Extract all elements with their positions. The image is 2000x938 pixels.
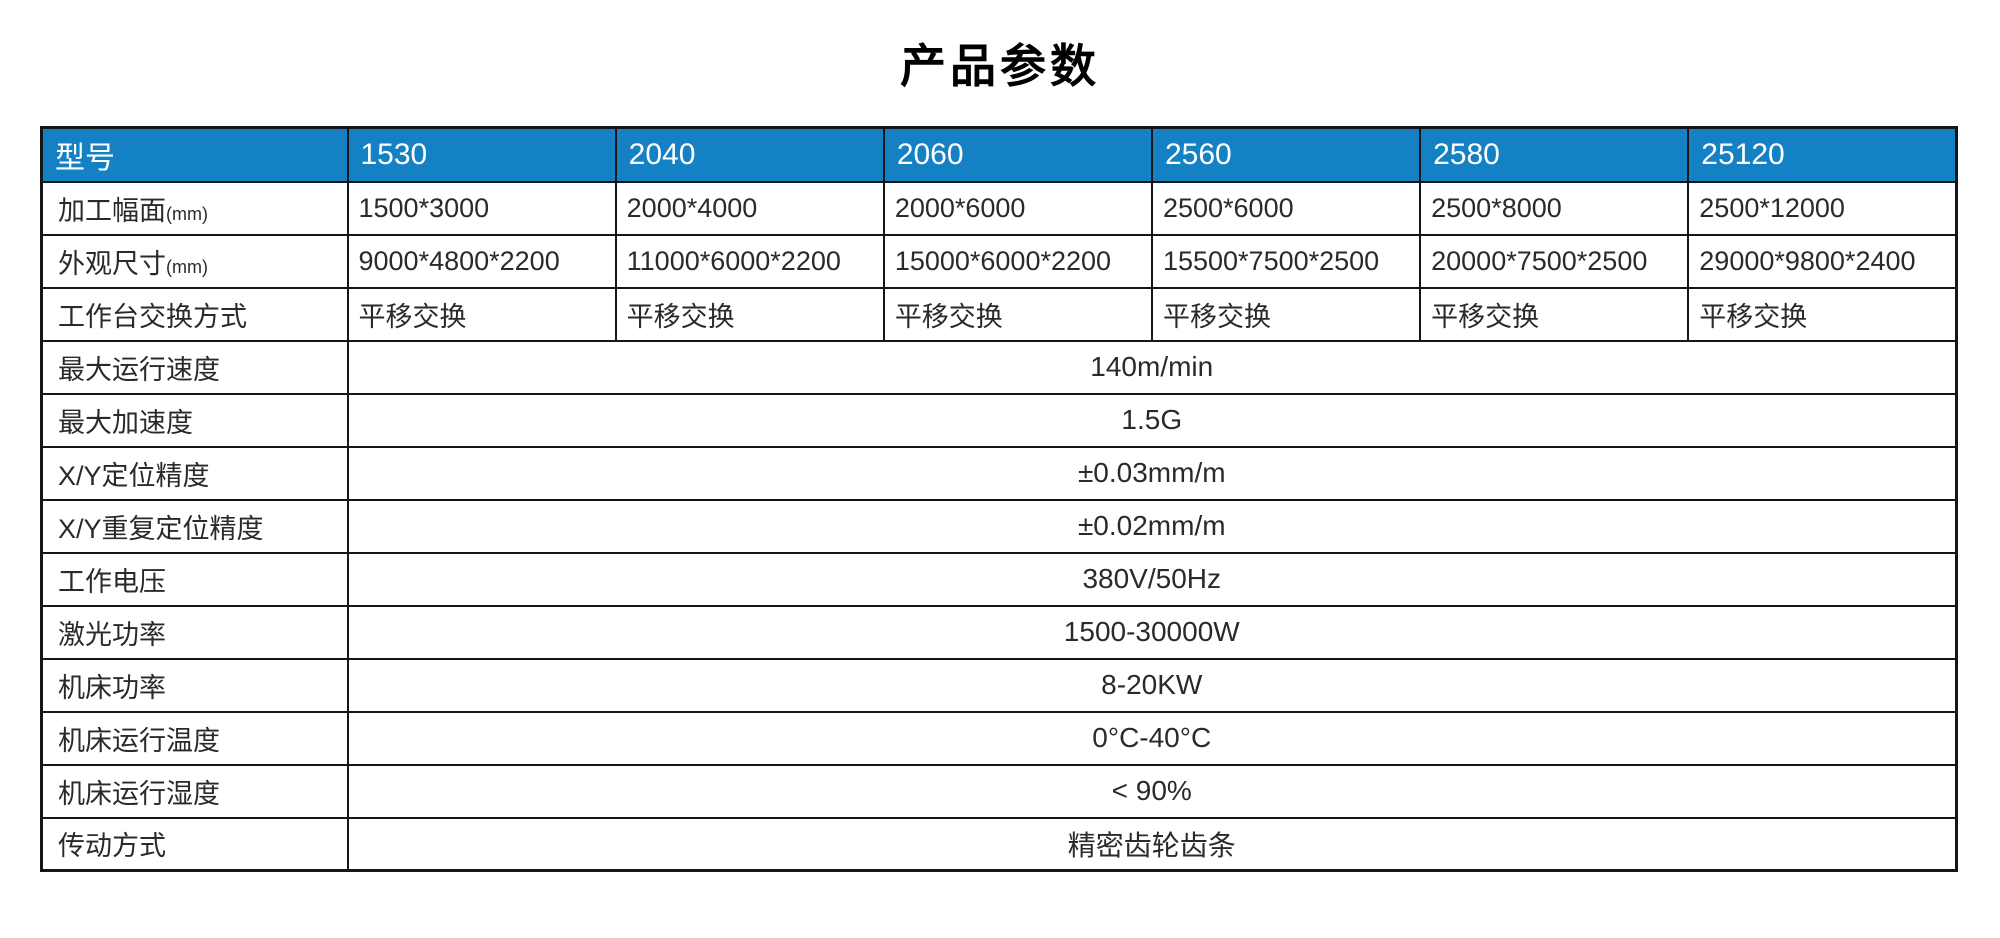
row-label-cell: 工作台交换方式 <box>40 286 349 342</box>
header-cell-model: 2040 <box>614 126 885 183</box>
page-title: 产品参数 <box>900 40 1100 92</box>
table-row-machine-power: 机床功率 8-20KW <box>40 657 1958 713</box>
row-label: 最大运行速度 <box>58 354 220 385</box>
value-cell: 平移交换 <box>882 286 1153 342</box>
row-label-cell: 最大运行速度 <box>40 339 349 395</box>
table-row-working-area: 加工幅面(mm) 1500*3000 2000*4000 2000*6000 2… <box>40 180 1958 236</box>
merged-value-cell: 140m/min <box>346 339 1958 395</box>
merged-value-cell: ±0.03mm/m <box>346 445 1958 501</box>
value-cell: 2500*8000 <box>1419 180 1690 236</box>
merged-value-cell: 精密齿轮齿条 <box>346 816 1958 872</box>
row-label-unit: (mm) <box>166 256 208 277</box>
row-label-cell: 加工幅面(mm) <box>40 180 349 236</box>
table-row-table-exchange: 工作台交换方式 平移交换 平移交换 平移交换 平移交换 平移交换 平移交换 <box>40 286 1958 342</box>
table-row-operating-temperature: 机床运行温度 0°C-40°C <box>40 710 1958 766</box>
merged-value-cell: 0°C-40°C <box>346 710 1958 766</box>
row-label-cell: 机床运行温度 <box>40 710 349 766</box>
row-label: 机床功率 <box>58 672 166 703</box>
table-row-working-voltage: 工作电压 380V/50Hz <box>40 551 1958 607</box>
table-row-overall-dimensions: 外观尺寸(mm) 9000*4800*2200 11000*6000*2200 … <box>40 233 1958 289</box>
product-spec-table: 型号 1530 2040 2060 2560 2580 25120 加工幅面(m… <box>40 126 1958 872</box>
row-label-cell: 传动方式 <box>40 816 349 872</box>
table-row-transmission-mode: 传动方式 精密齿轮齿条 <box>40 816 1958 872</box>
merged-value-cell: ±0.02mm/m <box>346 498 1958 554</box>
row-label: X/Y重复定位精度 <box>58 513 264 544</box>
row-label-cell: 工作电压 <box>40 551 349 607</box>
value-cell: 11000*6000*2200 <box>614 233 885 289</box>
value-cell: 2000*6000 <box>882 180 1153 236</box>
row-label-cell: X/Y重复定位精度 <box>40 498 349 554</box>
table-row-operating-humidity: 机床运行湿度 < 90% <box>40 763 1958 819</box>
value-cell: 2500*6000 <box>1150 180 1422 236</box>
row-label: 最大加速度 <box>58 407 193 438</box>
row-label: 传动方式 <box>58 831 166 862</box>
value-cell: 15000*6000*2200 <box>882 233 1153 289</box>
row-label: 外观尺寸 <box>58 248 166 279</box>
row-label: 加工幅面 <box>58 195 166 226</box>
value-cell: 平移交换 <box>1150 286 1422 342</box>
merged-value-cell: 1.5G <box>346 392 1958 448</box>
table-row-max-speed: 最大运行速度 140m/min <box>40 339 1958 395</box>
row-label-cell: 外观尺寸(mm) <box>40 233 349 289</box>
row-label: 激光功率 <box>58 619 166 650</box>
header-cell-model: 1530 <box>346 126 617 183</box>
header-cell-model: 2560 <box>1150 126 1422 183</box>
header-cell-model: 2580 <box>1419 126 1690 183</box>
value-cell: 29000*9800*2400 <box>1687 233 1958 289</box>
row-label-cell: 机床功率 <box>40 657 349 713</box>
row-label-cell: 机床运行湿度 <box>40 763 349 819</box>
value-cell: 15500*7500*2500 <box>1150 233 1422 289</box>
row-label: 机床运行温度 <box>58 725 220 756</box>
row-label: X/Y定位精度 <box>58 460 210 491</box>
merged-value-cell: 380V/50Hz <box>346 551 1958 607</box>
value-cell: 20000*7500*2500 <box>1419 233 1690 289</box>
header-cell-model-label: 型号 <box>40 126 349 183</box>
value-cell: 平移交换 <box>1419 286 1690 342</box>
header-cell-model: 2060 <box>882 126 1153 183</box>
value-cell: 1500*3000 <box>346 180 617 236</box>
row-label-cell: 最大加速度 <box>40 392 349 448</box>
row-label: 机床运行湿度 <box>58 778 220 809</box>
value-cell: 平移交换 <box>614 286 885 342</box>
row-label-unit: (mm) <box>166 203 208 224</box>
value-cell: 平移交换 <box>1687 286 1958 342</box>
value-cell: 2500*12000 <box>1687 180 1958 236</box>
row-label: 工作电压 <box>58 566 166 597</box>
value-cell: 平移交换 <box>346 286 617 342</box>
value-cell: 9000*4800*2200 <box>346 233 617 289</box>
table-row-positioning-accuracy: X/Y定位精度 ±0.03mm/m <box>40 445 1958 501</box>
merged-value-cell: 8-20KW <box>346 657 1958 713</box>
row-label-cell: X/Y定位精度 <box>40 445 349 501</box>
table-row-max-acceleration: 最大加速度 1.5G <box>40 392 1958 448</box>
value-cell: 2000*4000 <box>614 180 885 236</box>
row-label-cell: 激光功率 <box>40 604 349 660</box>
table-row-laser-power: 激光功率 1500-30000W <box>40 604 1958 660</box>
merged-value-cell: 1500-30000W <box>346 604 1958 660</box>
table-header-row: 型号 1530 2040 2060 2560 2580 25120 <box>40 126 1958 183</box>
table-row-repeat-positioning-accuracy: X/Y重复定位精度 ±0.02mm/m <box>40 498 1958 554</box>
header-cell-model: 25120 <box>1687 126 1958 183</box>
row-label: 工作台交换方式 <box>58 301 247 332</box>
merged-value-cell: < 90% <box>346 763 1958 819</box>
